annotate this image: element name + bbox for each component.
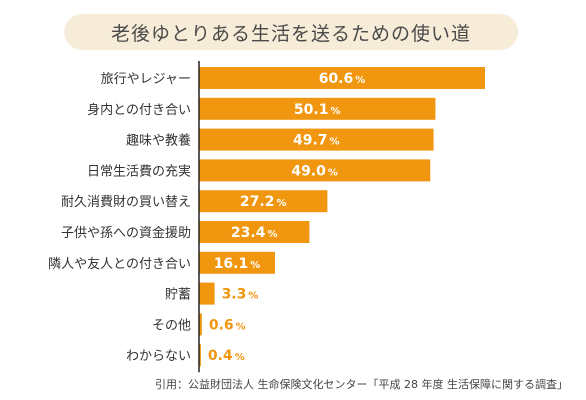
value-label: 0.6% (209, 317, 246, 333)
category-label: 身内との付き合い (87, 102, 191, 118)
bars-group: 旅行やレジャー 60.6 % 身内との付き合い 50.1 % 趣味や教養 49.7 % 日常生活費… (48, 67, 485, 367)
value-label: 3.3% (222, 287, 259, 303)
value-label: 49.0% (291, 163, 338, 179)
category-label: 旅行やレジャー (101, 72, 191, 87)
bar (199, 251, 275, 274)
category-label: 隣人や友人との付き合い (48, 256, 191, 272)
chart-title: 老後ゆとりある生活を送るための使い道 (64, 14, 518, 50)
value-label: 0.4% (208, 348, 245, 364)
bar (199, 67, 485, 89)
category-label: 耐久消費財の買い替え (61, 195, 191, 210)
bar (199, 221, 310, 243)
bar (199, 128, 434, 151)
category-label: 趣味や教養 (126, 133, 191, 149)
bar (199, 344, 201, 367)
value-label: 60.6% (319, 71, 366, 87)
bar (199, 159, 431, 182)
bar (199, 97, 436, 120)
category-label: その他 (152, 318, 191, 333)
bar (199, 190, 328, 213)
bar (199, 313, 202, 336)
category-label: 日常生活費の充実 (87, 163, 191, 179)
category-label: 貯蓄 (165, 288, 191, 303)
value-label: 50.1% (294, 102, 341, 118)
value-label: 23.4% (231, 225, 278, 241)
value-label: 49.7% (293, 133, 340, 149)
category-label: わからない (126, 349, 191, 364)
value-label: 27.2% (240, 194, 287, 210)
value-label: 16.1% (214, 256, 261, 272)
bar (199, 282, 215, 305)
category-label: 子供や孫への資金援助 (61, 225, 191, 241)
source-citation: 引用：公益財団法人 生命保険文化センター「平成 28 年度 生活保障に関する調査… (155, 378, 568, 391)
